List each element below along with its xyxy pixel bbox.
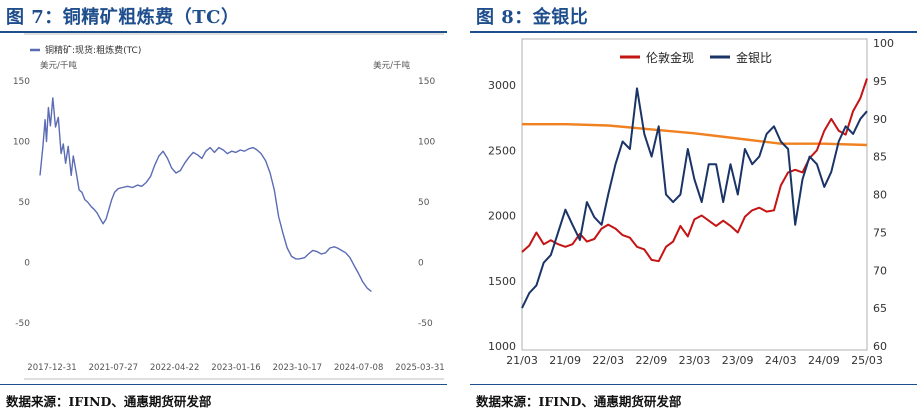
y-tick-right: 70 [873,264,887,277]
unit-right: 美元/千吨 [373,60,410,71]
y-tick-left: 150 [13,77,30,87]
x-tick: 2023-01-16 [211,363,260,373]
y-tick-left: 2000 [488,210,516,223]
x-tick: 21/09 [549,354,581,367]
source-note: 数据来源：IFIND、通惠期货研发部 [6,394,212,409]
x-tick: 21/03 [506,354,538,367]
y-tick-left: 1500 [488,275,516,288]
tc-line [39,97,372,293]
gold-silver-ratio-line [521,87,868,309]
title-rule [0,31,447,33]
gold-price-line [521,78,868,263]
x-tick: 2025-03-31 [395,363,444,373]
x-tick: 24/03 [765,354,797,367]
x-tick: 2023-10-17 [273,363,322,373]
y-tick-left: -50 [15,319,30,329]
title-rule [470,31,917,33]
x-tick: 23/03 [679,354,711,367]
y-tick-right: 60 [873,340,887,353]
left-panel: 图 7：铜精矿粗炼费（TC） 铜精矿:现货:粗炼费(TC) 美元/千吨 美元/千… [0,0,447,413]
y-tick-right: 0 [418,259,424,269]
source-rule [0,384,447,385]
y-tick-left: 100 [13,138,30,148]
legend-label-ratio: 金银比 [736,50,772,65]
tc-chart: 铜精矿:现货:粗炼费(TC) 美元/千吨 美元/千吨 -50 -50 0 0 50 50 1… [13,33,445,380]
source-rule [470,384,917,385]
x-tick: 2017-12-31 [27,363,76,373]
y-tick-right: 65 [873,302,887,315]
legend-label: 铜精矿:现货:粗炼费(TC) [45,44,141,56]
y-tick-left: 2500 [488,144,516,157]
y-tick-right: 150 [418,77,435,87]
plot-frame [521,38,868,351]
trend-line [522,123,868,147]
y-tick-right: 100 [873,37,894,50]
y-tick-right: 95 [873,75,887,88]
y-tick-left: 50 [19,198,31,208]
x-tick: 22/03 [592,354,624,367]
x-tick: 2022-04-22 [150,363,199,373]
gold-silver-chart: 伦敦金现 金银比 1000 1500 2000 2500 3000 60 65 70 75 80 8… [488,37,894,367]
y-tick-right: 75 [873,226,887,239]
right-panel: 图 8：金银比 伦敦金现 金银比 1000 1500 2000 2500 3000 60 6… [470,0,917,413]
figure-title: 图 7：铜精矿粗炼费（TC） [6,7,240,28]
figure-title: 图 8：金银比 [476,7,589,28]
source-note: 数据来源：IFIND、通惠期货研发部 [476,394,682,409]
y-tick-right: 90 [873,113,887,126]
y-tick-right: -50 [418,319,433,329]
x-tick: 23/09 [722,354,754,367]
y-tick-right: 85 [873,151,887,164]
y-tick-left: 3000 [488,79,516,92]
unit-left: 美元/千吨 [40,60,77,71]
y-tick-right: 80 [873,189,887,202]
y-tick-right: 50 [418,198,430,208]
x-tick: 24/09 [808,354,840,367]
x-tick: 22/09 [636,354,668,367]
y-tick-left: 0 [24,259,30,269]
x-tick: 25/03 [851,354,883,367]
x-tick: 2021-07-27 [89,363,138,373]
y-tick-left: 1000 [488,340,516,353]
x-tick: 2024-07-08 [334,363,383,373]
y-tick-right: 100 [418,138,435,148]
legend-label-gold: 伦敦金现 [646,50,694,65]
